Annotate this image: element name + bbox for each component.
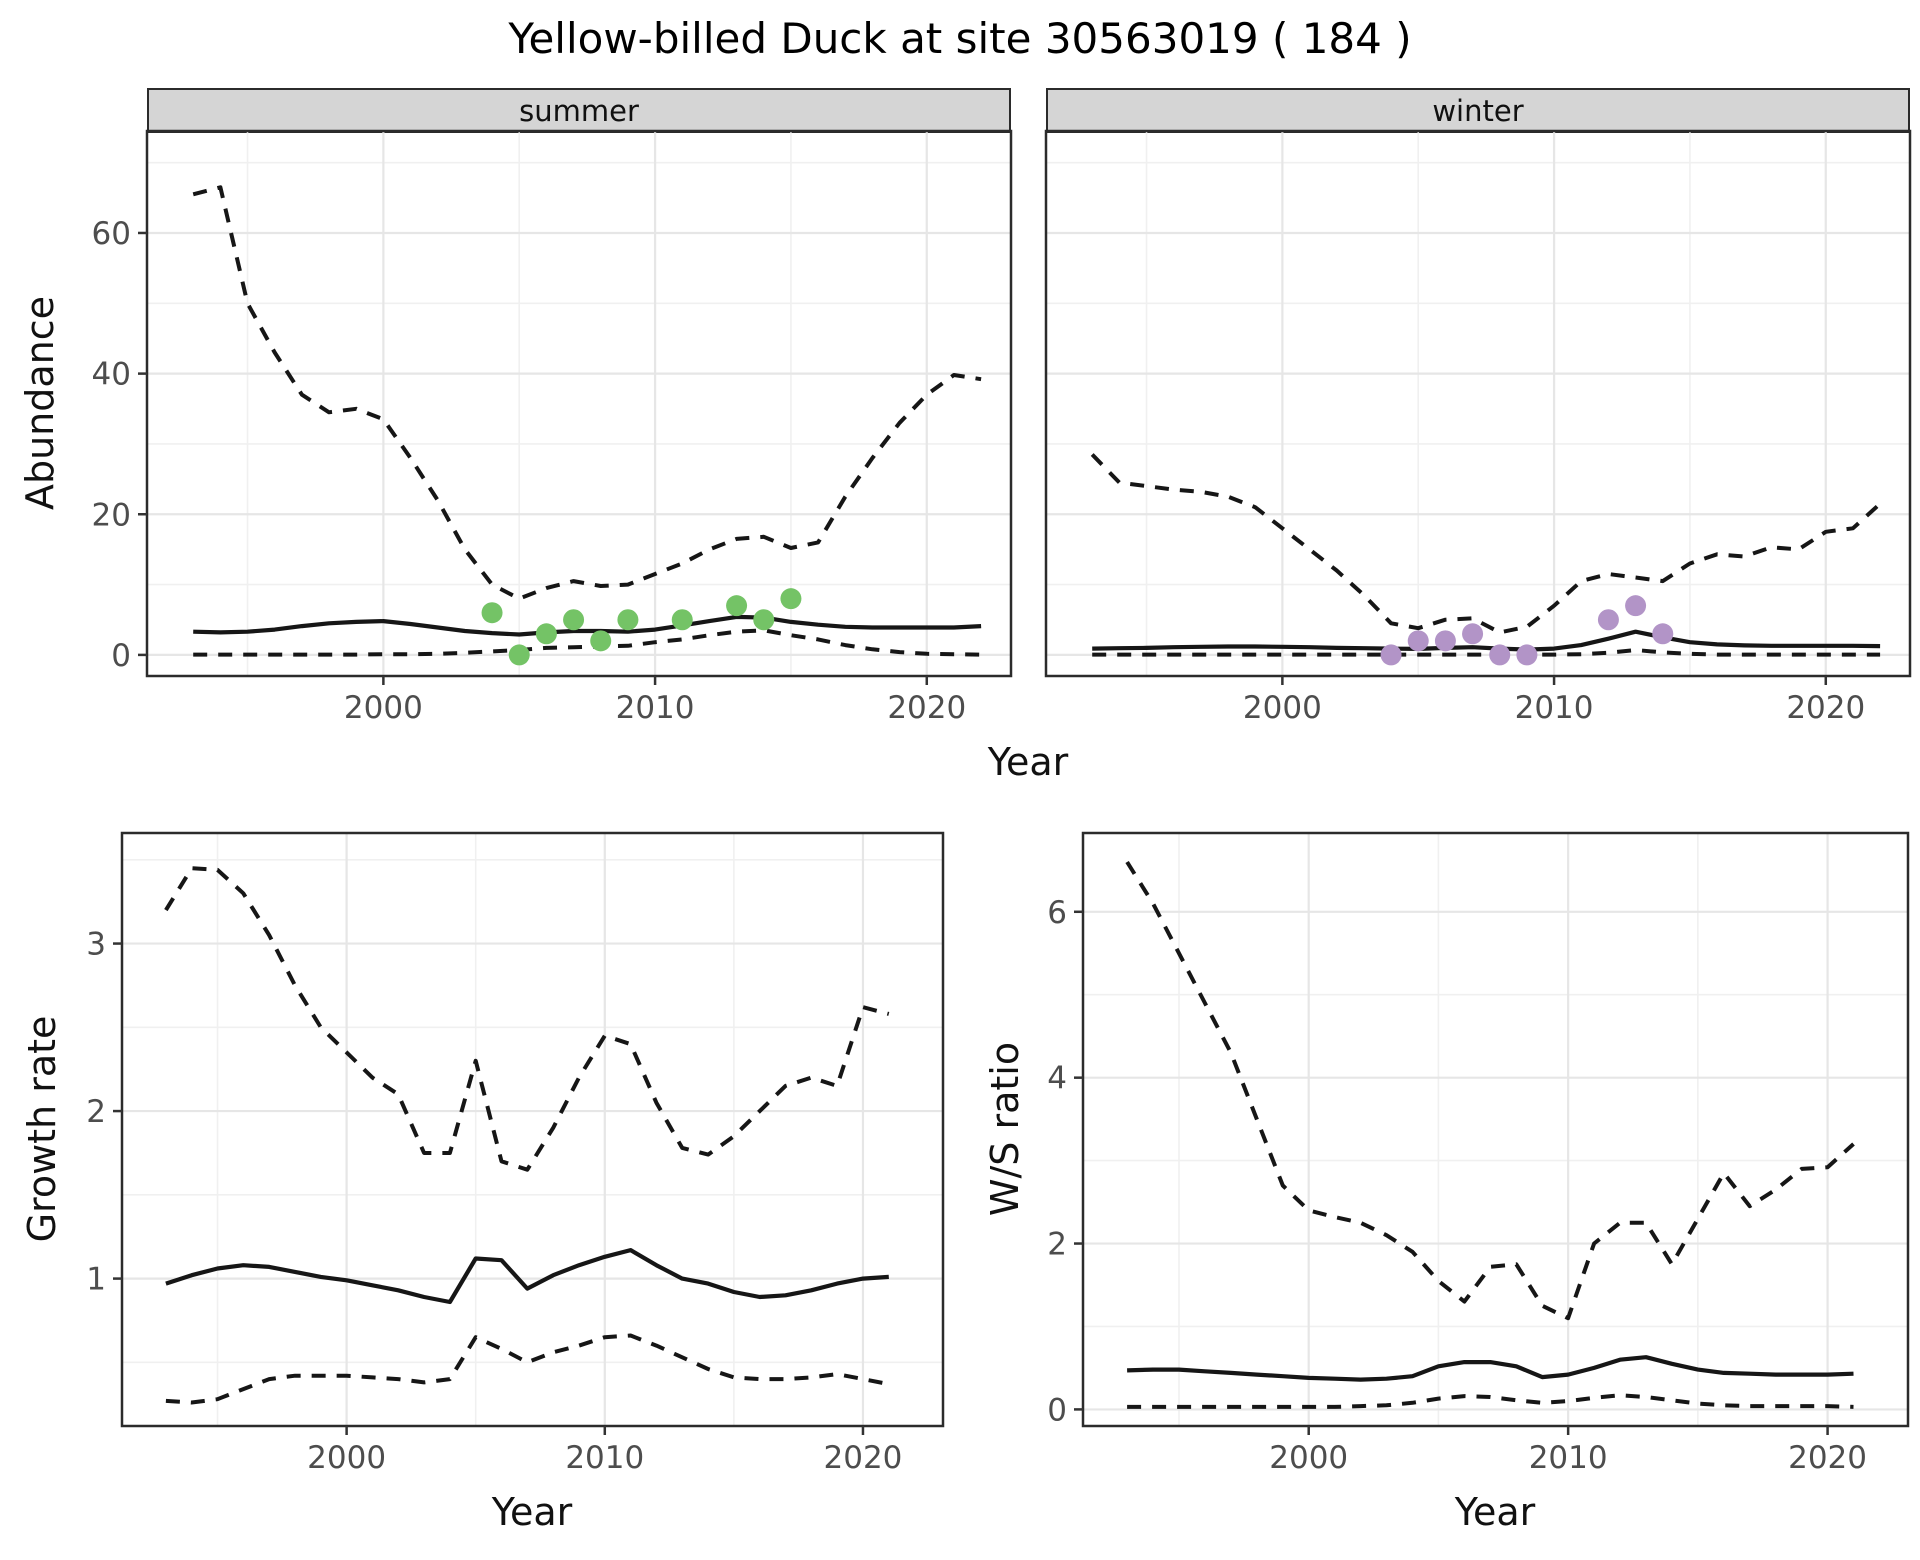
abundance-winter-lower_ci-line <box>1092 648 1881 657</box>
observed-counts-winter-point <box>1462 623 1484 645</box>
observed-counts-summer-point <box>481 602 503 624</box>
x-axis-title-year-top: Year <box>987 740 1069 784</box>
figure-title: Yellow-billed Duck at site 30563019 ( 18… <box>508 14 1412 63</box>
ws-ratio-panel-area <box>1083 833 1908 1426</box>
facet-strip-summer: summer <box>147 88 1011 133</box>
abundance-winter-x-tick-label: 2010 <box>1515 690 1594 726</box>
y-axis-title-ws-ratio: W/S ratio <box>983 1041 1027 1217</box>
growth-rate-y-tick-label: 2 <box>86 1094 106 1130</box>
observed-counts-summer-point <box>590 630 612 652</box>
ws-ratio-x-tick-label: 2000 <box>1269 1440 1348 1476</box>
observed-counts-summer-point <box>671 609 693 631</box>
growth-rate-lower_ci-line <box>165 1333 890 1405</box>
observed-counts-winter-point <box>1516 644 1538 666</box>
growth-rate-x-tick-label: 2000 <box>307 1440 386 1476</box>
observed-counts-summer-point <box>508 644 530 666</box>
x-axis-title-year-ws: Year <box>1454 1490 1536 1534</box>
abundance-summer-x-tick-label: 2000 <box>344 690 423 726</box>
observed-counts-winter-point <box>1489 644 1511 666</box>
observed-counts-winter-point <box>1380 644 1402 666</box>
ws-ratio-y-tick-label: 6 <box>1047 895 1067 931</box>
abundance-winter-upper_ci-line <box>1090 453 1882 635</box>
abundance-summer-y-tick-label: 40 <box>92 357 131 393</box>
abundance-winter-panel-area <box>1046 131 1910 676</box>
observed-counts-winter-point <box>1652 623 1674 645</box>
abundance-winter-x-tick-label: 2000 <box>1243 690 1322 726</box>
abundance-summer-panel-area <box>147 131 1011 676</box>
abundance-summer-y-tick-label: 60 <box>92 216 131 252</box>
abundance-summer-x-tick-label: 2020 <box>887 690 966 726</box>
x-axis-title-year-growth: Year <box>491 1490 573 1534</box>
ws-ratio-y-tick-label: 0 <box>1047 1392 1067 1428</box>
observed-counts-summer-point <box>617 609 639 631</box>
abundance-summer-y-tick-label: 20 <box>92 497 131 533</box>
observed-counts-winter-point <box>1407 630 1429 652</box>
ws-ratio-upper_ci-line <box>1125 860 1855 1321</box>
facet-strip-winter: winter <box>1046 88 1910 133</box>
growth-rate-median-line <box>165 1248 889 1305</box>
observed-counts-summer-point <box>726 595 748 617</box>
ws-ratio-x-tick-label: 2020 <box>1788 1440 1867 1476</box>
y-axis-title-growth-rate: Growth rate <box>20 1015 64 1243</box>
observed-counts-summer-point <box>535 623 557 645</box>
observed-counts-summer-point <box>780 588 802 610</box>
observed-counts-winter-point <box>1434 630 1456 652</box>
facet-strip-winter-label: winter <box>1432 93 1524 128</box>
growth-rate-x-tick-label: 2020 <box>824 1440 903 1476</box>
abundance-winter-x-tick-label: 2020 <box>1786 690 1865 726</box>
ws-ratio-lower_ci-line <box>1127 1393 1854 1409</box>
growth-rate-y-tick-label: 3 <box>86 927 106 963</box>
ws-ratio-y-tick-label: 2 <box>1047 1227 1067 1263</box>
abundance-summer-upper_ci-line <box>192 185 982 601</box>
abundance-summer-x-tick-label: 2010 <box>616 690 695 726</box>
abundance-summer-y-tick-label: 0 <box>111 638 131 674</box>
observed-counts-winter-point <box>1625 595 1647 617</box>
abundance-summer-lower_ci-line <box>193 628 982 657</box>
facet-strip-summer-label: summer <box>519 93 639 128</box>
observed-counts-summer-point <box>753 609 775 631</box>
y-axis-title-abundance: Abundance <box>18 295 62 511</box>
abundance-winter-median-line <box>1092 629 1881 652</box>
observed-counts-winter-point <box>1597 609 1619 631</box>
ws-ratio-median-line <box>1127 1355 1854 1382</box>
growth-rate-upper_ci-line <box>164 866 890 1172</box>
ws-ratio-x-tick-label: 2010 <box>1529 1440 1608 1476</box>
ws-ratio-y-tick-label: 4 <box>1047 1061 1067 1097</box>
abundance-summer-median-line <box>193 614 982 637</box>
growth-rate-x-tick-label: 2010 <box>565 1440 644 1476</box>
growth-rate-y-tick-label: 1 <box>86 1262 106 1298</box>
growth-rate-panel-area <box>122 833 943 1426</box>
observed-counts-summer-point <box>563 609 585 631</box>
